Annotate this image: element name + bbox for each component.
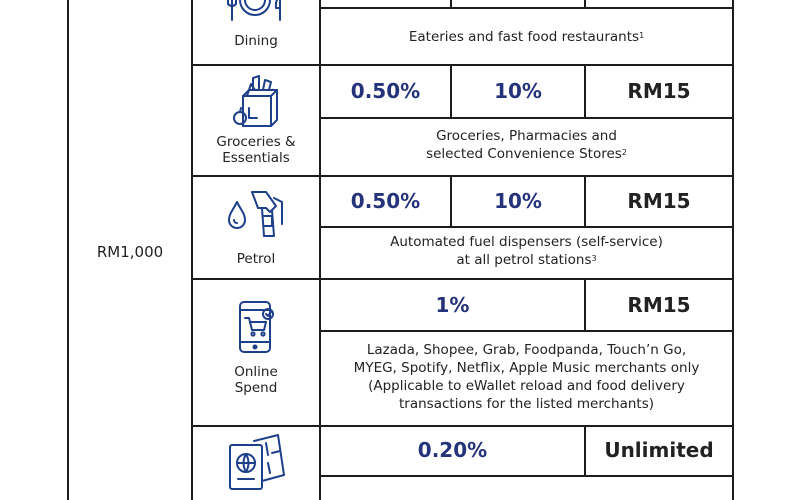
category-label-petrol: Petrol bbox=[236, 251, 276, 267]
rate-groceries-b: 10% bbox=[494, 79, 542, 103]
category-label-dining: Dining bbox=[234, 33, 278, 49]
cell-divider bbox=[319, 475, 734, 477]
rate-groceries-a: 0.50% bbox=[350, 79, 421, 103]
rate-petrol-a: 0.50% bbox=[350, 189, 421, 213]
category-column-left-border bbox=[191, 0, 193, 500]
description-dining: Eateries and fast food restaurants1 bbox=[408, 29, 645, 45]
rate-col-divider bbox=[584, 64, 586, 118]
description-groceries: Groceries, Pharmacies and selected Conve… bbox=[426, 128, 627, 162]
cell-divider bbox=[319, 117, 734, 119]
footnote-marker: 1 bbox=[639, 31, 645, 40]
row-divider bbox=[191, 175, 734, 177]
table-left-border bbox=[67, 0, 69, 500]
category-label-online-spend: Online Spend bbox=[234, 364, 278, 396]
fuel-pump-icon bbox=[228, 191, 283, 237]
rate-travel: 0.20% bbox=[417, 438, 488, 462]
description-petrol: Automated fuel dispensers (self-service)… bbox=[390, 234, 663, 268]
rate-col-divider bbox=[584, 278, 586, 331]
rate-col-divider bbox=[584, 425, 586, 476]
footnote-marker: 2 bbox=[621, 148, 627, 157]
rate-col-divider bbox=[450, 64, 452, 118]
row-divider bbox=[191, 64, 734, 66]
rate-col-divider bbox=[450, 175, 452, 227]
cell-divider bbox=[319, 7, 734, 9]
mobile-shopping-cart-icon bbox=[239, 301, 274, 353]
rate-col-divider bbox=[584, 175, 586, 227]
rate-petrol-b: 10% bbox=[494, 189, 542, 213]
cap-travel: Unlimited bbox=[604, 438, 714, 462]
category-column-right-border bbox=[319, 0, 321, 500]
table-right-border bbox=[732, 0, 734, 500]
rate-col-divider bbox=[450, 0, 452, 8]
grocery-bag-icon bbox=[233, 75, 278, 127]
cell-divider bbox=[319, 330, 734, 332]
cell-divider bbox=[319, 226, 734, 228]
dining-plate-icon bbox=[227, 0, 281, 21]
description-online-spend: Lazada, Shopee, Grab, Foodpanda, Touch’n… bbox=[353, 342, 700, 412]
rate-col-divider bbox=[584, 0, 586, 8]
cap-online-spend: RM15 bbox=[627, 293, 691, 317]
rate-online-spend: 1% bbox=[435, 293, 470, 317]
footnote-marker: 3 bbox=[591, 254, 597, 263]
row-divider bbox=[191, 278, 734, 280]
spend-threshold: RM1,000 bbox=[96, 243, 164, 261]
category-label-groceries: Groceries & Essentials bbox=[216, 134, 296, 166]
passport-ticket-icon bbox=[229, 434, 285, 490]
row-divider bbox=[191, 425, 734, 427]
cap-petrol: RM15 bbox=[627, 189, 691, 213]
cap-groceries: RM15 bbox=[627, 79, 691, 103]
